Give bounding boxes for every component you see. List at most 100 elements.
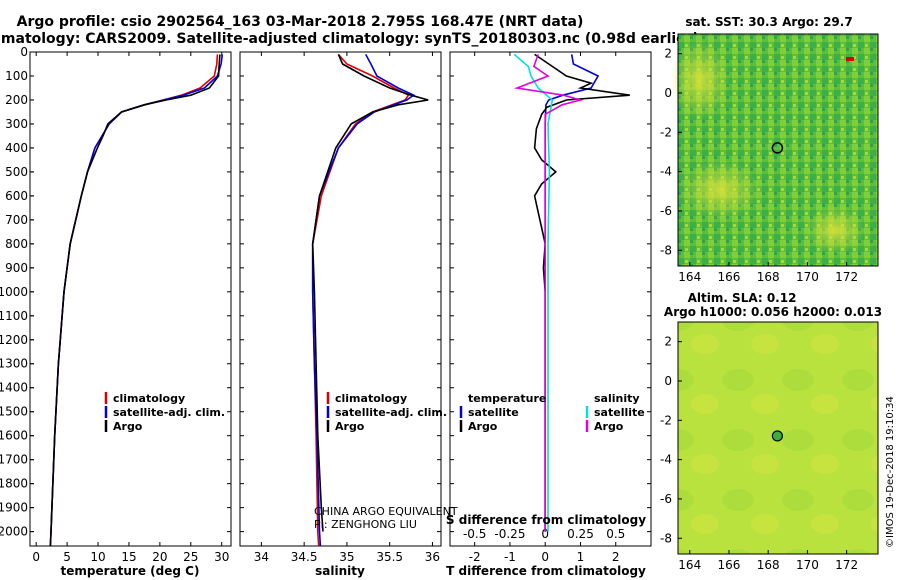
lon-tick-label: 168 [757,558,780,572]
s-tick-label: 0.25 [567,527,594,541]
legend-s-sat-label: satellite [594,406,645,419]
series-line [311,54,429,532]
t-difference-axis-label: T difference from climatology [446,564,646,578]
depth-axis: 0 100 200 300 400 500 600 700 800 900 1000 1100 1200… [0,45,34,539]
lat-tick-label: -8 [660,243,672,257]
series-line [49,54,221,547]
lat-tick-label: -2 [660,413,672,427]
lon-tick-label: 166 [718,270,741,284]
salinity-plot: 34 34.5 35 35.5 36 [240,51,441,564]
depth-tick-label: 1100 [0,309,28,323]
lat-tick-label: -6 [660,204,672,218]
depth-tick-label: 2000 [0,525,28,539]
sst-warm-patch [680,160,760,220]
x-tick-label: 0 [541,550,549,564]
sst-map-ticks: 164 166 168 170 172 2 0 -2 -4 -6 -8 [660,47,858,284]
lon-tick-label: 166 [718,558,741,572]
lon-tick-label: 170 [796,270,819,284]
lat-tick-label: -4 [660,165,672,179]
lon-tick-label: 164 [678,270,701,284]
title-line-2: Climatology: CARS2009. Satellite-adjuste… [0,31,699,47]
series-line [49,54,224,547]
x-tick-label: 30 [214,550,229,564]
difference-legend: temperature salinity satellite Argo sate… [459,392,645,433]
x-tick-label: 36 [425,550,440,564]
legend-temperature-header: temperature [468,392,546,405]
x-tick-label: 15 [121,550,136,564]
depth-tick-label: 700 [5,213,28,227]
legend-salinity-header: salinity [594,392,640,405]
depth-tick-label: 1800 [0,477,28,491]
lon-tick-label: 168 [757,270,780,284]
sla-map-title-2: Argo h1000: 0.056 h2000: 0.013 [664,305,882,319]
sst-map: sat. SST: 30.3 Argo: 29.7 164 166 168 170 17… [660,15,879,284]
x-tick-label: 20 [152,550,167,564]
x-tick-label: -2 [469,550,481,564]
lat-tick-label: 2 [664,47,672,61]
legend-s-argo-label: Argo [594,420,624,433]
sst-hot-pixel [846,57,854,61]
depth-tick-label: 500 [5,165,28,179]
legend-clim-label: climatology [335,392,407,405]
sst-map-frame [677,33,879,267]
sla-map-title-1: Altim. SLA: 0.12 [688,291,797,305]
series-line [533,53,630,532]
title-line-1: Argo profile: csio 2902564_163 03-Mar-20… [17,14,584,30]
legend-sat-label: satellite-adj. clim. [113,406,225,419]
legend-clim-label: climatology [113,392,185,405]
s-tick-label: 0 [541,527,549,541]
float-annotation-2: PI: ZENGHONG LIU [314,518,417,531]
lat-tick-label: -2 [660,125,672,139]
legend-sat-label: satellite-adj. clim. [335,406,447,419]
s-tick-label: 0.5 [606,527,625,541]
lon-tick-label: 172 [835,270,858,284]
series-line [311,54,416,547]
x-tick-label: 1 [577,550,585,564]
x-tick-label: 35.5 [376,550,403,564]
salinity-axis-label: salinity [315,564,365,578]
x-tick-label: 25 [183,550,198,564]
depth-tick-label: 900 [5,261,28,275]
salinity-panel-frame [239,51,442,547]
series-line [513,53,554,532]
depth-tick-label: 600 [5,189,28,203]
depth-tick-label: 1900 [0,501,28,515]
difference-panel-frame [449,51,652,547]
lon-tick-label: 172 [835,558,858,572]
lat-tick-label: 0 [664,374,672,388]
lat-tick-label: 2 [664,335,672,349]
s-difference-axis-label: S difference from climatology [446,513,646,527]
depth-tick-label: 1700 [0,453,28,467]
depth-tick-label: 1000 [0,285,28,299]
x-tick-label: 35 [339,550,354,564]
depth-tick-label: 100 [5,69,28,83]
depth-tick-label: 1600 [0,429,28,443]
sla-map-ticks: 164 166 168 170 172 2 0 -2 -4 -6 -8 [660,335,858,572]
lat-tick-label: -8 [660,531,672,545]
x-tick-label: 0 [32,550,40,564]
series-line [544,54,600,532]
depth-tick-label: 800 [5,237,28,251]
legend-t-argo-label: Argo [468,420,498,433]
lat-tick-label: 0 [664,86,672,100]
series-line [49,54,219,547]
sst-argo-location-marker [771,142,784,154]
lon-tick-label: 164 [678,558,701,572]
sst-map-title: sat. SST: 30.3 Argo: 29.7 [685,15,852,29]
sla-map: Altim. SLA: 0.12 Argo h1000: 0.056 h2000… [660,291,882,572]
temperature-axis-label: temperature (deg C) [61,564,200,578]
float-annotation-1: CHINA ARGO EQUIVALENT [314,505,458,518]
temperature-plot: 0 5 10 15 20 25 30 [30,51,231,564]
credit-text: ©IMOS 19-Dec-2018 19:10:34 [885,396,896,548]
legend-argo-label: Argo [113,420,143,433]
temperature-legend: climatology satellite-adj. clim. Argo [104,392,225,433]
depth-tick-label: 1500 [0,405,28,419]
sla-map-frame [677,321,879,555]
depth-tick-label: 1300 [0,357,28,371]
x-tick-label: -1 [504,550,516,564]
depth-tick-label: 300 [5,117,28,131]
s-tick-label: -0.25 [494,527,525,541]
depth-tick-label: 200 [5,93,28,107]
x-tick-label: 10 [90,550,105,564]
